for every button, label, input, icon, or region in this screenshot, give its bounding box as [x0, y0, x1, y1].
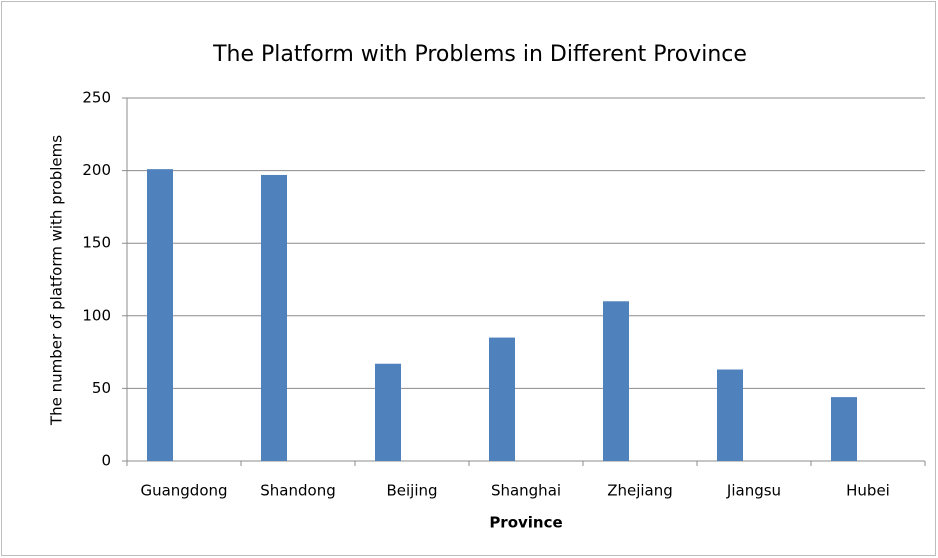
x-tick-label: Beijing [386, 482, 437, 500]
x-tick-label: Shanghai [491, 482, 561, 500]
y-tick-label: 100 [82, 306, 111, 324]
x-tick-label: Guangdong [140, 482, 227, 500]
bar [603, 301, 629, 461]
y-tick-label: 250 [82, 89, 111, 107]
y-tick-label: 0 [101, 452, 111, 470]
bar [717, 369, 743, 461]
x-tick-label: Jiangsu [726, 482, 781, 500]
chart-title: The Platform with Problems in Different … [212, 42, 747, 67]
y-axis-title: The number of platform with problems [48, 135, 66, 426]
x-tick-label: Shandong [260, 482, 335, 500]
bar [489, 337, 515, 461]
y-tick-label: 150 [82, 234, 111, 252]
y-tick-label: 200 [82, 161, 111, 179]
bar [375, 363, 401, 461]
y-tick-label: 50 [92, 379, 111, 397]
x-tick-label: Hubei [846, 482, 890, 500]
bar [261, 174, 287, 461]
bar [147, 169, 173, 461]
x-axis-title: Province [489, 514, 562, 532]
x-tick-label: Zhejiang [607, 482, 673, 500]
bar [831, 397, 857, 461]
